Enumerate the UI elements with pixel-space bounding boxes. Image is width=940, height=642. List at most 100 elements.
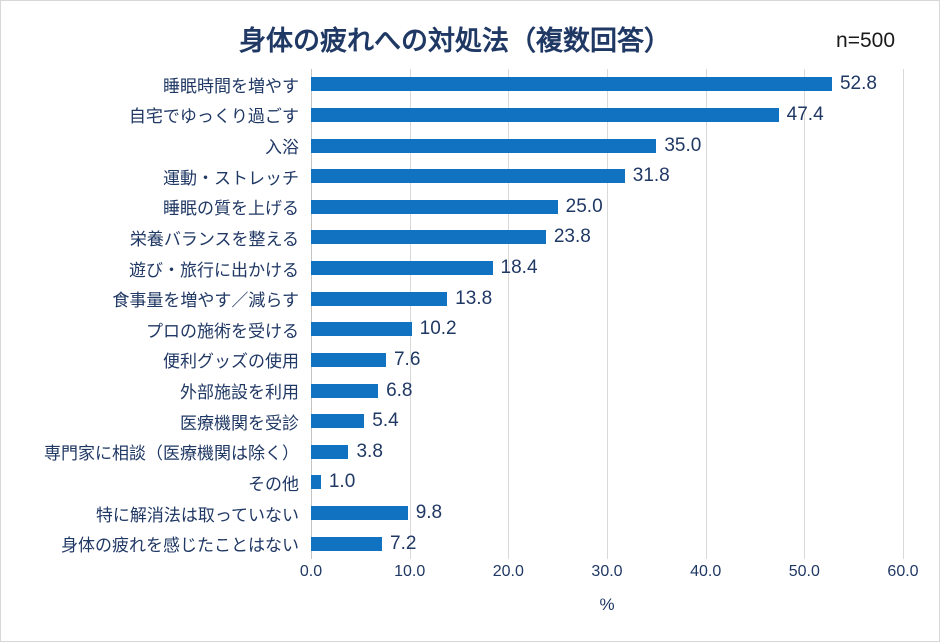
bar-row: 入浴 35.0 — [1, 130, 939, 161]
category-label: 特に解消法は取っていない — [95, 505, 299, 525]
value-label: 18.4 — [500, 257, 538, 279]
bar-rows: 睡眠時間を増やす 52.8 自宅でゆっくり過ごす 47.4 入浴 35.0 運動・ストレッチ… — [1, 69, 939, 559]
value-label: 23.8 — [553, 226, 591, 248]
bar-track: 10.2 — [311, 314, 903, 345]
bar — [311, 322, 412, 337]
value-label: 6.8 — [386, 379, 413, 401]
bar-track: 52.8 — [311, 69, 903, 100]
chart-title: 身体の疲れへの対処法（複数回答） — [239, 26, 671, 56]
bar-track: 47.4 — [311, 100, 903, 131]
gridline — [409, 69, 411, 559]
x-tick-label: 50.0 — [788, 563, 820, 580]
category-label: 身体の疲れを感じたことはない — [61, 536, 299, 556]
category-label: 栄養バランスを整える — [129, 229, 299, 249]
bar-row: 運動・ストレッチ 31.8 — [1, 161, 939, 192]
bar-track: 3.8 — [311, 437, 903, 468]
bar-track: 7.2 — [311, 528, 903, 559]
bar-track: 9.8 — [311, 498, 903, 529]
bar-track: 31.8 — [311, 161, 903, 192]
value-label: 10.2 — [419, 318, 457, 340]
bar-row: 睡眠時間を増やす 52.8 — [1, 69, 939, 100]
value-label: 7.6 — [393, 348, 421, 370]
bar-track: 5.4 — [311, 406, 903, 437]
category-label: プロの施術を受ける — [146, 321, 299, 341]
value-label: 9.8 — [415, 502, 443, 524]
value-label: 31.8 — [632, 165, 670, 187]
bar — [311, 536, 383, 551]
category-label: 睡眠の質を上げる — [163, 199, 299, 219]
category-label: 運動・ストレッチ — [163, 168, 299, 188]
bar-row: 医療機関を受診 5.4 — [1, 406, 939, 437]
category-label: 専門家に相談（医療機関は除く） — [44, 444, 299, 464]
value-label: 7.2 — [390, 532, 417, 554]
bar-track: 25.0 — [311, 192, 903, 223]
bar — [311, 261, 493, 276]
bar — [311, 352, 386, 367]
x-tick-label: 40.0 — [690, 563, 722, 580]
x-tick-label: 60.0 — [887, 563, 919, 580]
bar-track: 23.8 — [311, 222, 903, 253]
bar — [311, 383, 379, 398]
gridline — [508, 69, 510, 559]
gridline — [903, 69, 904, 559]
bar-row: 自宅でゆっくり過ごす 47.4 — [1, 100, 939, 131]
bar-row: 遊び・旅行に出かける 18.4 — [1, 253, 939, 284]
bar-row: 身体の疲れを感じたことはない 7.2 — [1, 528, 939, 559]
bar — [311, 138, 657, 153]
bar-row: 睡眠の質を上げる 25.0 — [1, 192, 939, 223]
value-label: 35.0 — [664, 134, 702, 156]
value-label: 5.4 — [372, 410, 399, 432]
sample-size-label: n=500 — [836, 29, 895, 52]
bar — [311, 107, 779, 122]
gridlines-layer — [311, 69, 904, 559]
bar-row: 特に解消法は取っていない 9.8 — [1, 498, 939, 529]
bar-row: 専門家に相談（医療機関は除く） 3.8 — [1, 437, 939, 468]
value-label: 47.4 — [786, 103, 824, 125]
bar-track: 13.8 — [311, 283, 903, 314]
bar-row: 外部施設を利用 6.8 — [1, 375, 939, 406]
bar — [311, 444, 349, 459]
value-label: 3.8 — [356, 440, 383, 462]
gridline — [607, 69, 608, 559]
bar-row: その他 1.0 — [1, 467, 939, 498]
x-tick-label: 10.0 — [394, 563, 426, 580]
x-tick-label: 0.0 — [299, 563, 323, 580]
bar-track: 7.6 — [311, 345, 903, 376]
bar — [311, 414, 365, 429]
category-label: 外部施設を利用 — [180, 383, 299, 403]
bar — [311, 230, 546, 245]
value-label: 52.8 — [839, 73, 877, 95]
bar — [311, 199, 558, 214]
category-axis-line — [311, 69, 312, 559]
x-tick-label: 20.0 — [492, 563, 524, 580]
category-label: 自宅でゆっくり過ごす — [128, 107, 299, 127]
bar-row: 便利グッズの使用 7.6 — [1, 345, 939, 376]
category-label: 遊び・旅行に出かける — [129, 260, 299, 280]
category-label: 便利グッズの使用 — [163, 352, 299, 372]
category-label: 入浴 — [265, 138, 299, 158]
bar — [311, 475, 321, 490]
bar — [311, 77, 832, 92]
bar-row: 食事量を増やす／減らす 13.8 — [1, 283, 939, 314]
bar-row: 栄養バランスを整える 23.8 — [1, 222, 939, 253]
bar-track: 6.8 — [311, 375, 903, 406]
gridline — [705, 69, 707, 559]
bar — [311, 291, 448, 306]
bar-track: 35.0 — [311, 130, 903, 161]
bar-track: 18.4 — [311, 253, 903, 284]
value-label: 13.8 — [455, 287, 493, 309]
x-axis-title: % — [599, 595, 615, 614]
value-label: 1.0 — [328, 471, 356, 493]
bar-row: プロの施術を受ける 10.2 — [1, 314, 939, 345]
gridline — [804, 69, 806, 559]
bar-track: 1.0 — [311, 467, 903, 498]
x-tick-label: 30.0 — [591, 563, 623, 580]
category-label: その他 — [248, 474, 299, 494]
bar — [311, 169, 625, 184]
x-axis-ticks: 0.0 10.0 20.0 30.0 40.0 50.0 60.0 — [300, 563, 919, 585]
category-label: 睡眠時間を増やす — [163, 76, 299, 96]
category-label: 医療機関を受診 — [180, 413, 299, 433]
value-label: 25.0 — [565, 195, 603, 217]
bar — [311, 506, 408, 521]
